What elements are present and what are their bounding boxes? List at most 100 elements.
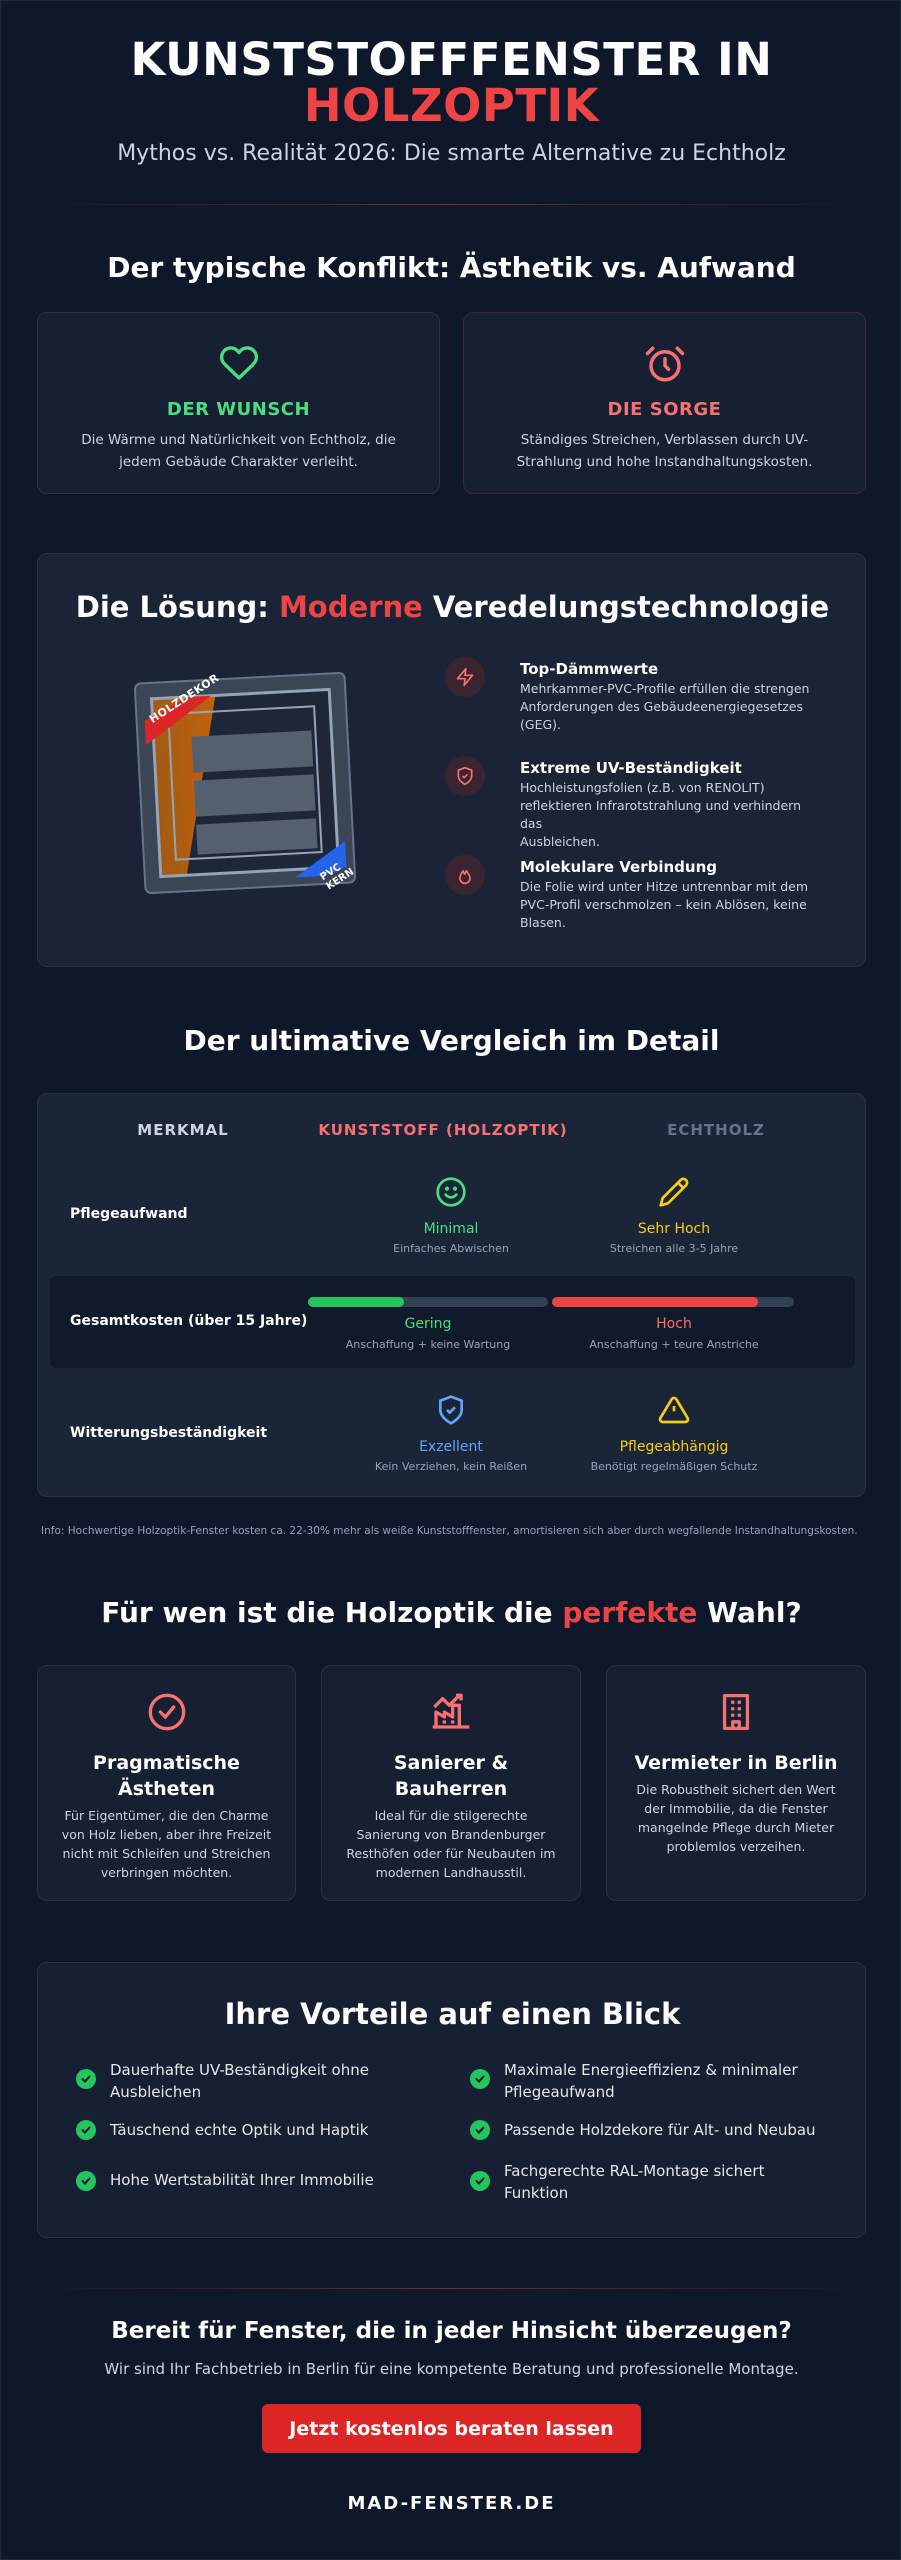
audience-heading-accent: perfekte — [562, 1596, 698, 1629]
window-profile-illustration: HOLZDEKOR PVC KERN — [130, 668, 360, 898]
shield-check-icon — [435, 1394, 467, 1430]
worry-text-line: Strahlung und hohe Instandhaltungskosten… — [516, 454, 813, 470]
wood-sub: Streichen alle 3-5 Jahre — [609, 1242, 739, 1255]
audience-card: Vermieter in Berlin Die Robustheit siche… — [606, 1665, 866, 1901]
flame-icon — [445, 855, 485, 895]
table-row-highlight — [50, 1276, 855, 1368]
row-label: Gesamtkosten (über 15 Jahre) — [70, 1313, 308, 1329]
audience-title-line: Sanierer & — [393, 1752, 509, 1774]
wish-label: DER WUNSCH — [166, 399, 311, 420]
plastic-sub: Einfaches Abwischen — [393, 1242, 509, 1255]
lightning-icon — [445, 657, 485, 697]
wish-card: DER WUNSCH Die Wärme und Natürlichkeit v… — [37, 312, 440, 494]
audience-title: Sanierer & Bauherren — [322, 1750, 580, 1802]
check-icon — [76, 2069, 96, 2089]
audience-heading-pre: Für wen ist die Holzoptik die — [101, 1596, 563, 1629]
feature-title: Top-Dämmwerte — [520, 660, 659, 678]
solution-heading-post: Veredelungstechnologie — [422, 590, 830, 624]
check-icon — [76, 2171, 96, 2191]
solution-heading-pre: Die Lösung: — [75, 590, 279, 624]
check-icon — [470, 2171, 490, 2191]
audience-title-line: Ästheten — [117, 1778, 215, 1800]
check-icon — [76, 2120, 96, 2140]
audience-title: Pragmatische Ästheten — [38, 1750, 295, 1802]
cta-text: Wir sind Ihr Fachbetrieb in Berlin für e… — [104, 2360, 799, 2378]
wood-sub: Anschaffung + teure Anstriche — [589, 1338, 759, 1351]
worry-text: Ständiges Streichen, Verblassen durch UV… — [494, 429, 835, 473]
check-icon — [470, 2069, 490, 2089]
audience-text-line: von Holz lieben, aber ihre Freizeit — [61, 1827, 272, 1842]
wish-text-line: Die Wärme und Natürlichkeit von Echtholz… — [81, 432, 396, 448]
row-label: Witterungsbeständigkeit — [70, 1425, 268, 1441]
audience-text-line: Für Eigentümer, die den Charme — [64, 1808, 269, 1823]
feature-text-line: Blasen. — [520, 915, 566, 930]
solution-heading-accent: Moderne — [278, 590, 423, 624]
benefit-line: Pflegeaufwand — [504, 2083, 615, 2101]
wood-cost-bar — [552, 1297, 758, 1307]
benefits-card: Ihre Vorteile auf einen Blick Dauerhafte… — [37, 1962, 866, 2238]
feature-text-line: (GEG). — [520, 717, 561, 732]
audience-title-line: Pragmatische — [93, 1752, 240, 1774]
feature-text-line: reflektieren Infrarotstrahlung und verhi… — [520, 798, 801, 831]
benefit-item: Täuschend echte Optik und Haptik — [110, 2121, 369, 2139]
feature-title: Extreme UV-Beständigkeit — [520, 759, 742, 777]
audience-text-line: modernen Landhausstil. — [375, 1865, 527, 1880]
plastic-cost-bar — [308, 1297, 404, 1307]
solution-heading: Die Lösung: Moderne Veredelungstechnolog… — [38, 590, 867, 624]
audience-text-line: nicht mit Schleifen und Streichen — [62, 1846, 271, 1861]
worry-label: DIE SORGE — [607, 399, 722, 420]
plastic-value: Gering — [404, 1316, 452, 1332]
plastic-sub: Anschaffung + keine Wartung — [345, 1338, 511, 1351]
benefit-line: Dauerhafte UV-Beständigkeit ohne — [110, 2061, 369, 2079]
feature-text-line: PVC-Profil verschmolzen – kein Ablösen, … — [520, 897, 807, 912]
benefit-line: Ausbleichen — [110, 2083, 202, 2101]
feature-text: Hochleistungsfolien (z.B. von RENOLIT) r… — [520, 779, 820, 851]
title-line-1: KUNSTSTOFFFENSTER IN — [130, 33, 773, 86]
audience-text: Für Eigentümer, die den Charme von Holz … — [54, 1806, 279, 1882]
benefit-item: Passende Holzdekore für Alt- und Neubau — [504, 2121, 816, 2139]
audience-card: Sanierer & Bauherren Ideal für die stilg… — [321, 1665, 581, 1901]
audience-text-line: Ideal für die stilgerechte — [374, 1808, 528, 1823]
benefit-item: Maximale Energieeffizienz & minimaler Pf… — [504, 2059, 834, 2103]
building-icon — [718, 1692, 754, 1736]
column-header-wood: ECHTHOLZ — [667, 1121, 765, 1139]
feature-text-line: Ausbleichen. — [520, 834, 600, 849]
plastic-value: Exzellent — [419, 1439, 483, 1455]
row-label: Pflegeaufwand — [70, 1206, 188, 1222]
audience-text-line: Resthöfen oder für Neubauten im — [346, 1846, 556, 1861]
audience-text-line: mangelnde Pflege durch Mieter — [637, 1820, 835, 1835]
audience-title-line: Bauherren — [394, 1778, 508, 1800]
benefit-item: Hohe Wertstabilität Ihrer Immobilie — [110, 2171, 374, 2189]
clock-alert-icon — [644, 343, 686, 389]
audience-text-line: problemlos verzeihen. — [666, 1839, 806, 1854]
audience-heading-post: Wahl? — [697, 1596, 802, 1629]
consultation-button[interactable]: Jetzt kostenlos beraten lassen — [262, 2404, 641, 2453]
benefit-item: Dauerhafte UV-Beständigkeit ohne Ausblei… — [110, 2059, 440, 2103]
feature-title: Molekulare Verbindung — [520, 858, 718, 876]
feature-text-line: Die Folie wird unter Hitze untrennbar mi… — [520, 879, 809, 894]
check-icon — [470, 2120, 490, 2140]
feature-text: Die Folie wird unter Hitze untrennbar mi… — [520, 878, 820, 932]
audience-text-line: Die Robustheit sichert den Wert — [636, 1782, 836, 1797]
plastic-sub: Kein Verziehen, kein Reißen — [374, 1460, 528, 1473]
audience-text-line: verbringen möchten. — [100, 1865, 233, 1880]
benefit-line: Fachgerechte RAL-Montage sichert — [504, 2162, 765, 2180]
comparison-table: MERKMAL KUNSTSTOFF (HOLZOPTIK) ECHTHOLZ … — [37, 1093, 866, 1497]
benefit-line: Maximale Energieeffizienz & minimaler — [504, 2061, 798, 2079]
smile-icon — [435, 1176, 467, 1212]
worry-text-line: Ständiges Streichen, Verblassen durch UV… — [520, 432, 809, 448]
comparison-footnote: Info: Hochwertige Holzoptik-Fenster kost… — [41, 1525, 858, 1537]
audience-text: Die Robustheit sichert den Wert der Immo… — [623, 1780, 849, 1856]
wish-text-line: jedem Gebäude Charakter verleiht. — [119, 454, 358, 470]
warning-icon — [658, 1394, 690, 1430]
pencil-icon — [658, 1176, 690, 1212]
feature-text-line: Anforderungen des Gebäudeenergiegesetzes — [520, 699, 804, 714]
benefits-heading: Ihre Vorteile auf einen Blick — [224, 1997, 681, 2031]
wood-value: Pflegeabhängig — [619, 1439, 729, 1455]
title-line-2: HOLZOPTIK — [303, 79, 600, 132]
solution-card: Die Lösung: Moderne Veredelungstechnolog… — [37, 553, 866, 967]
feature-text-line: Hochleistungsfolien (z.B. von RENOLIT) — [520, 780, 765, 795]
divider — [37, 204, 865, 205]
audience-text-line: Sanierung von Brandenburger — [356, 1827, 546, 1842]
